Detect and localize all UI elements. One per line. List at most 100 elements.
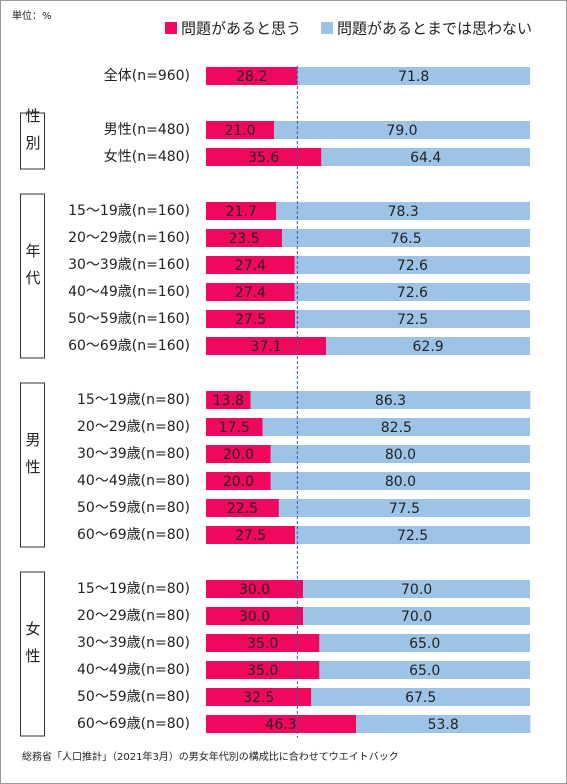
category-label: 50～59歳(n=160) <box>68 311 190 327</box>
value-label: 27.4 <box>235 285 266 301</box>
footnote: 総務省「人口推計」（2021年3月）の男女年代別の構成比に合わせてウエイトバック <box>22 750 399 763</box>
category-label: 15～19歳(n=80) <box>77 581 190 597</box>
category-label: 20～29歳(n=80) <box>77 419 190 435</box>
bar-segment <box>270 472 530 490</box>
bar-segment <box>206 661 320 679</box>
value-label: 27.5 <box>235 528 266 544</box>
category-label: 15～19歳(n=160) <box>68 203 190 219</box>
value-label: 67.5 <box>405 690 436 706</box>
value-label: 62.9 <box>413 339 444 355</box>
category-label: 30～39歳(n=80) <box>77 635 190 651</box>
value-label: 27.4 <box>235 258 266 274</box>
value-label: 21.7 <box>226 204 257 220</box>
value-label: 72.6 <box>397 258 428 274</box>
category-label: 40～49歳(n=80) <box>77 473 190 489</box>
value-label: 20.0 <box>223 447 254 463</box>
value-label: 35.6 <box>248 150 279 166</box>
value-label: 70.0 <box>401 582 432 598</box>
value-label: 22.5 <box>227 501 258 517</box>
value-label: 65.0 <box>409 663 440 679</box>
category-label: 60～69歳(n=80) <box>77 527 190 543</box>
value-label: 72.5 <box>397 312 428 328</box>
legend-swatch <box>165 22 177 34</box>
value-label: 77.5 <box>389 501 420 517</box>
value-label: 35.0 <box>247 663 278 679</box>
category-label: 男性(n=480) <box>104 122 190 138</box>
bar-segment <box>294 283 530 301</box>
category-label: 全体(n=960) <box>104 67 190 84</box>
bar-segment <box>356 715 531 733</box>
category-label: 40～49歳(n=160) <box>68 284 190 300</box>
group-box <box>20 382 45 548</box>
value-label: 78.3 <box>388 204 419 220</box>
bar-segment <box>262 418 530 436</box>
bar-segment <box>206 337 327 355</box>
bar-segment <box>297 67 530 85</box>
value-label: 72.6 <box>397 285 428 301</box>
bar-segment <box>250 391 531 409</box>
bar-segment <box>206 580 304 598</box>
bar-segment <box>295 526 530 544</box>
value-label: 46.3 <box>265 717 296 733</box>
bar-segment <box>206 472 271 490</box>
group-label: 年代 <box>24 243 42 297</box>
value-label: 21.0 <box>224 123 255 139</box>
group-label: 性別 <box>24 108 42 162</box>
value-label: 17.5 <box>219 420 250 436</box>
group-label: 女性 <box>24 620 42 675</box>
value-label: 71.8 <box>398 69 429 85</box>
group-label: 男性 <box>24 432 42 486</box>
value-label: 32.5 <box>243 690 274 706</box>
bar-segment <box>206 715 357 733</box>
bar-segment <box>326 337 530 355</box>
value-label: 30.0 <box>239 582 270 598</box>
category-label: 50～59歳(n=80) <box>77 689 190 705</box>
value-label: 53.8 <box>428 717 459 733</box>
value-label: 80.0 <box>385 474 416 490</box>
bar-segment <box>206 310 296 328</box>
bar-segment <box>278 499 530 517</box>
category-label: 15～19歳(n=80) <box>77 392 190 408</box>
bar-segment <box>274 121 530 139</box>
bar-segment <box>206 256 295 274</box>
bar-segment <box>206 688 312 706</box>
bar-segment <box>303 607 530 625</box>
bar-segment <box>303 580 530 598</box>
value-label: 23.5 <box>228 231 259 247</box>
category-label: 30～39歳(n=160) <box>68 257 190 273</box>
bar-segment <box>206 418 263 436</box>
bar-segment <box>206 391 251 409</box>
bar-segment <box>311 688 530 706</box>
value-label: 76.5 <box>390 231 421 247</box>
group-box <box>20 193 45 359</box>
value-label: 64.4 <box>410 150 441 166</box>
value-label: 20.0 <box>223 474 254 490</box>
value-label: 30.0 <box>239 609 270 625</box>
value-label: 79.0 <box>386 123 417 139</box>
value-label: 13.8 <box>213 393 244 409</box>
value-label: 65.0 <box>409 636 440 652</box>
value-label: 72.5 <box>397 528 428 544</box>
bar-segment <box>206 607 304 625</box>
bar-segment <box>276 202 530 220</box>
category-label: 20～29歳(n=160) <box>68 230 190 246</box>
value-label: 27.5 <box>235 312 266 328</box>
bar-segment <box>206 283 295 301</box>
value-label: 86.3 <box>375 393 406 409</box>
bar-segment <box>206 67 298 85</box>
bar-segment <box>295 310 530 328</box>
value-label: 80.0 <box>385 447 416 463</box>
value-label: 35.0 <box>247 636 278 652</box>
bar-segment <box>206 499 279 517</box>
value-label: 37.1 <box>251 339 282 355</box>
group-box <box>20 112 45 170</box>
value-label: 28.2 <box>236 69 267 85</box>
category-label: 女性(n=480) <box>104 148 190 165</box>
bar-segment <box>282 229 530 247</box>
legend-swatch <box>321 22 333 34</box>
value-label: 70.0 <box>401 609 432 625</box>
bar-segment <box>270 445 530 463</box>
category-label: 20～29歳(n=80) <box>77 608 190 624</box>
value-label: 82.5 <box>381 420 412 436</box>
